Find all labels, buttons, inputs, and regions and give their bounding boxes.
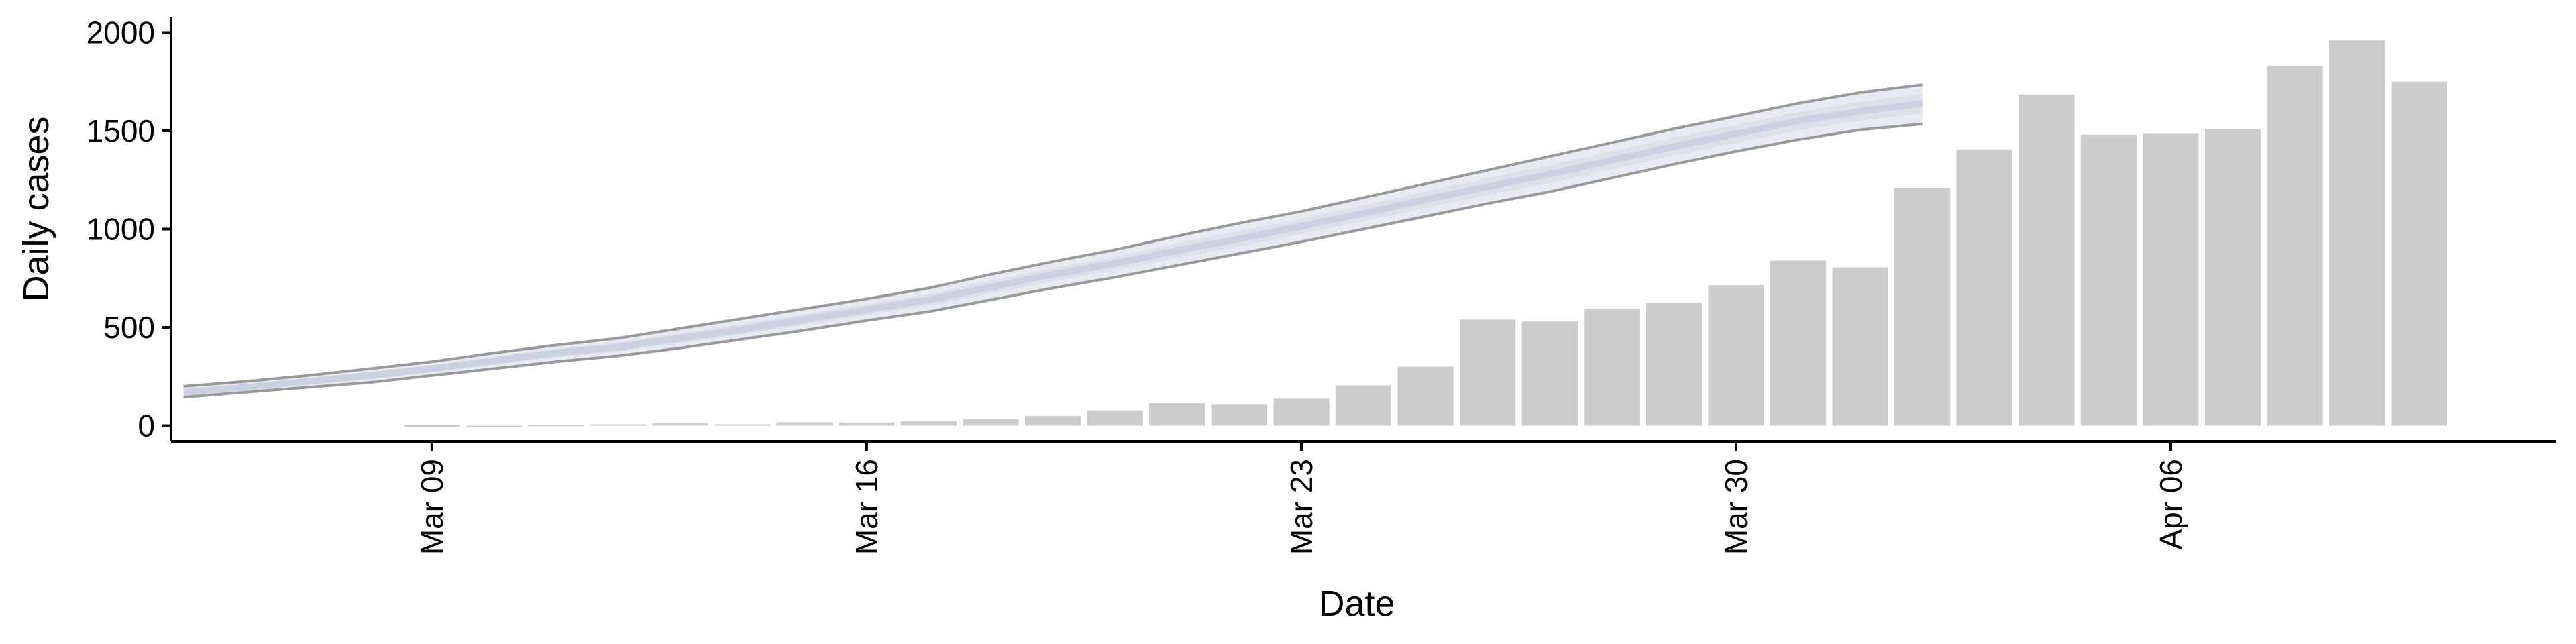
x-axis-title: Date [1318,584,1395,624]
bar [2204,129,2261,426]
y-ticks: 0 500 1000 1500 2000 [87,15,171,443]
bar [1335,385,1392,426]
bar [1521,321,1578,426]
bar [714,424,771,426]
bar [404,425,460,427]
x-tick-label: Apr 06 [2153,459,2188,550]
y-tick-label: 0 [138,409,155,443]
bar [2019,94,2075,426]
bar [1273,398,1330,426]
bar [839,422,895,426]
bar [900,421,957,426]
x-ticks: Mar 09 Mar 16 Mar 23 Mar 30 Apr 06 [415,441,2188,555]
projection-lower-line [183,122,1923,399]
bar [1956,149,2012,426]
bar [1584,309,1640,426]
bar [2391,81,2447,426]
y-tick-label: 2000 [87,15,155,50]
projection-line-layer [183,83,1923,399]
bar [1397,366,1454,426]
bar [1211,404,1267,426]
y-tick-label: 1500 [87,113,155,148]
bar [1770,260,1827,426]
bar [466,425,522,427]
bar [1087,410,1143,426]
bar [2143,133,2199,426]
bar [1646,303,1702,426]
projection-median-line [183,99,1923,396]
bar [1894,188,1951,426]
bar [652,423,708,426]
y-tick-label: 500 [103,310,155,345]
bar [963,419,1019,426]
bar [1708,285,1764,426]
bar [2267,66,2323,426]
bar [1460,319,1516,426]
x-tick-label: Mar 09 [415,459,449,555]
bar [776,422,833,426]
y-tick-label: 1000 [87,212,155,247]
x-tick-label: Mar 16 [849,459,884,555]
bar [1832,267,1888,426]
projection-band-layer [183,85,1923,398]
projection-band-inner [183,94,1923,395]
bar-layer [404,40,2447,427]
projection-band [183,85,1923,398]
bar [2080,134,2137,426]
x-tick-label: Mar 23 [1284,459,1319,555]
bar [1149,402,1205,426]
projection-upper-line [183,83,1923,388]
bar [1024,415,1081,426]
x-tick-label: Mar 30 [1719,459,1754,555]
bar [528,425,584,427]
bar [590,424,647,426]
y-axis-title: Daily cases [16,116,56,301]
bar [2329,40,2385,426]
